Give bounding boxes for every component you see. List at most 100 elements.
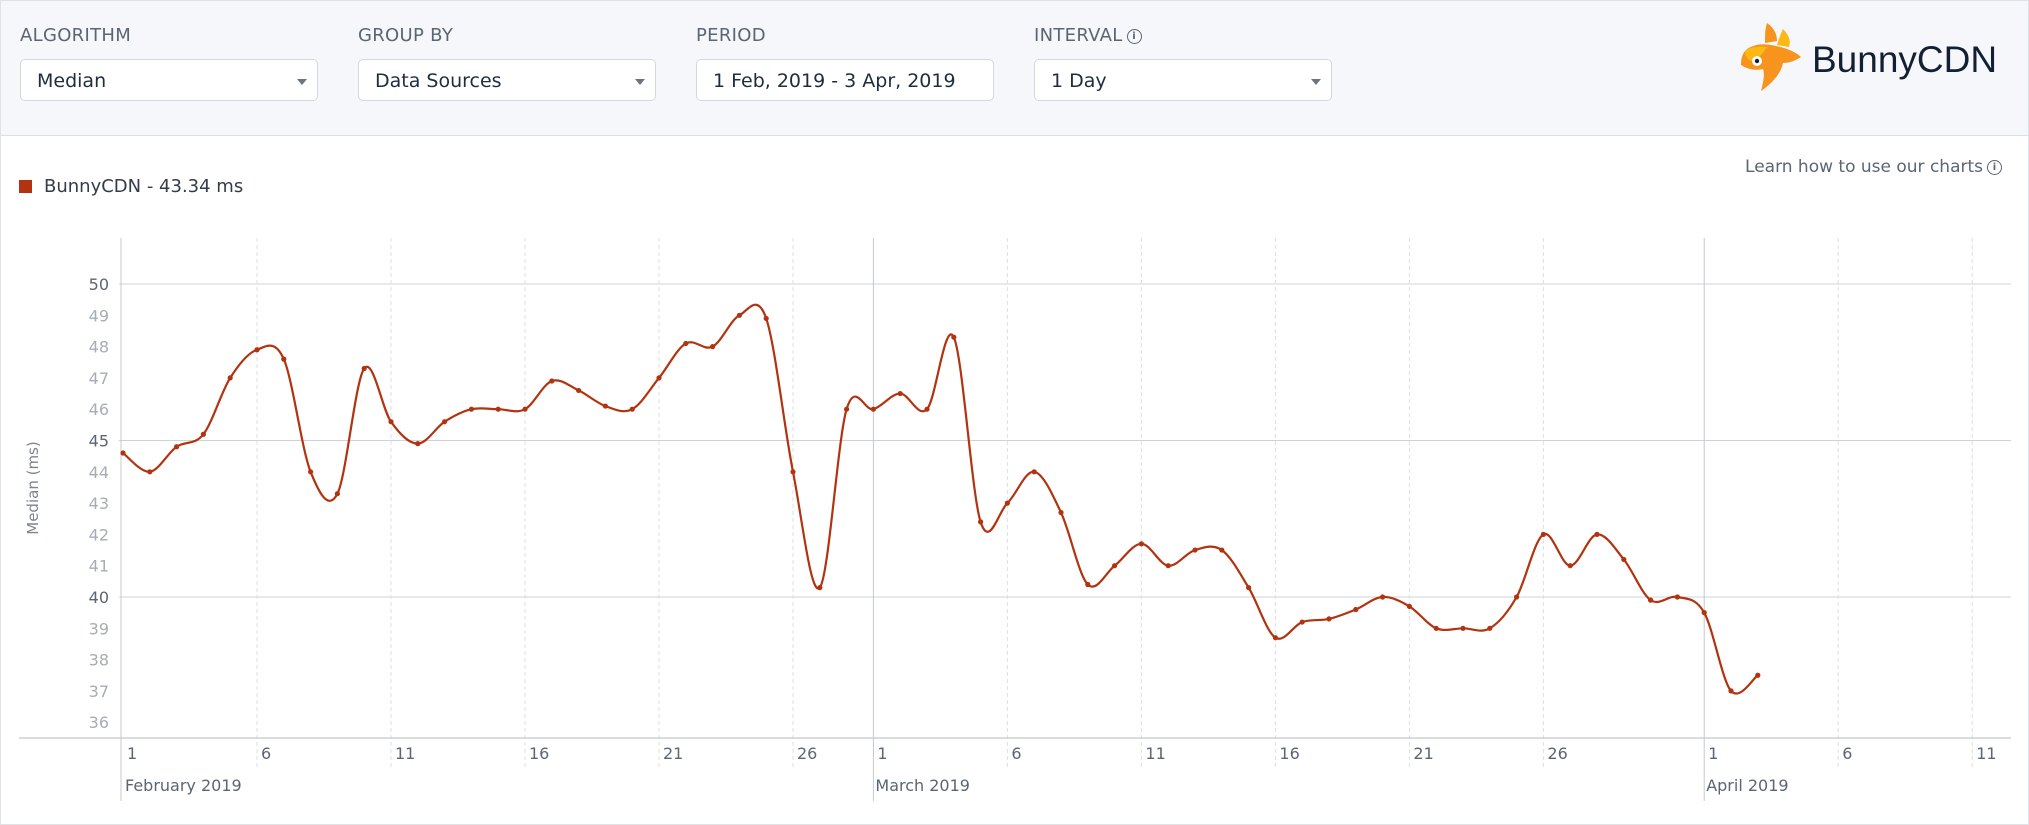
data-point[interactable] xyxy=(549,378,555,384)
data-point[interactable] xyxy=(1380,594,1386,600)
y-tick-label: 36 xyxy=(89,713,109,732)
data-point[interactable] xyxy=(1460,625,1466,631)
x-tick-label: 11 xyxy=(395,744,415,763)
group-by-value: Data Sources xyxy=(375,70,502,92)
interval-select[interactable]: 1 Day xyxy=(1034,59,1332,101)
data-point[interactable] xyxy=(1540,531,1546,538)
series xyxy=(122,303,1759,695)
data-point[interactable] xyxy=(1567,563,1573,569)
data-point[interactable] xyxy=(844,406,850,412)
data-point[interactable] xyxy=(281,356,287,362)
data-point[interactable] xyxy=(790,469,796,475)
legend-swatch xyxy=(19,180,32,193)
data-point[interactable] xyxy=(1594,531,1600,538)
data-point[interactable] xyxy=(254,347,260,353)
y-tick-label: 46 xyxy=(89,400,109,419)
y-tick-label: 44 xyxy=(89,463,109,482)
data-point[interactable] xyxy=(1755,672,1761,678)
data-point[interactable] xyxy=(1192,547,1198,553)
y-tick-label: 40 xyxy=(89,588,109,607)
chart-help-link[interactable]: Learn how to use our charts i xyxy=(1745,157,2002,177)
y-tick-label: 38 xyxy=(89,651,109,670)
data-point[interactable] xyxy=(1165,563,1171,569)
data-point[interactable] xyxy=(763,315,769,322)
data-point[interactable] xyxy=(1406,603,1412,609)
bunny-logo-icon xyxy=(1741,23,1801,91)
data-point[interactable] xyxy=(361,365,367,372)
brand-logo[interactable]: BunnyCDN xyxy=(1737,21,2017,93)
y-tick-label: 49 xyxy=(89,306,109,325)
data-point[interactable] xyxy=(897,390,903,397)
data-point[interactable] xyxy=(1701,610,1707,616)
data-point[interactable] xyxy=(1299,619,1305,625)
data-point[interactable] xyxy=(1112,563,1118,569)
y-tick-label: 43 xyxy=(89,494,109,513)
data-point[interactable] xyxy=(978,519,984,525)
y-tick-label: 50 xyxy=(89,275,109,294)
data-point[interactable] xyxy=(1728,688,1734,694)
y-tick-label: 42 xyxy=(89,525,109,544)
data-point[interactable] xyxy=(468,406,474,412)
period-value: 1 Feb, 2019 - 3 Apr, 2019 xyxy=(713,70,956,92)
data-point[interactable] xyxy=(1674,594,1680,600)
data-point[interactable] xyxy=(308,469,314,475)
data-point[interactable] xyxy=(1219,547,1225,553)
data-point[interactable] xyxy=(147,469,153,475)
chart-help-text: Learn how to use our charts xyxy=(1745,157,1983,177)
data-point[interactable] xyxy=(710,344,716,350)
data-point[interactable] xyxy=(1487,625,1493,631)
data-point[interactable] xyxy=(120,450,126,456)
group-by-label: GROUP BY xyxy=(358,25,454,46)
data-point[interactable] xyxy=(442,419,448,425)
data-point[interactable] xyxy=(1138,541,1144,547)
y-axis-label: Median (ms) xyxy=(24,441,42,534)
data-point[interactable] xyxy=(1326,616,1332,622)
data-point[interactable] xyxy=(924,406,930,412)
data-point[interactable] xyxy=(522,406,528,412)
data-point[interactable] xyxy=(200,431,206,437)
period-label: PERIOD xyxy=(696,25,766,46)
algorithm-select[interactable]: Median xyxy=(20,59,318,101)
x-tick-label: 6 xyxy=(1011,744,1021,763)
group-by-select[interactable]: Data Sources xyxy=(358,59,656,101)
month-label: April 2019 xyxy=(1706,776,1788,795)
data-point[interactable] xyxy=(1514,594,1520,600)
data-points[interactable] xyxy=(120,312,1761,694)
data-point[interactable] xyxy=(870,406,877,412)
x-tick-label: 1 xyxy=(877,744,887,763)
data-point[interactable] xyxy=(1085,581,1091,588)
data-point[interactable] xyxy=(951,334,957,340)
x-tick-label: 6 xyxy=(261,744,271,763)
data-point[interactable] xyxy=(683,340,689,347)
data-point[interactable] xyxy=(1648,597,1654,603)
chevron-down-icon xyxy=(635,79,645,85)
data-point[interactable] xyxy=(1004,500,1011,506)
info-icon[interactable]: i xyxy=(1126,29,1142,44)
chevron-down-icon xyxy=(297,79,307,85)
data-point[interactable] xyxy=(415,441,421,447)
data-point[interactable] xyxy=(1433,625,1439,631)
x-tick-label: 16 xyxy=(529,744,549,763)
data-point[interactable] xyxy=(602,403,609,409)
legend-entry: BunnyCDN - 43.34 ms xyxy=(44,176,244,197)
data-point[interactable] xyxy=(736,312,743,318)
period-input[interactable]: 1 Feb, 2019 - 3 Apr, 2019 xyxy=(696,59,994,101)
data-point[interactable] xyxy=(1031,469,1037,475)
data-point[interactable] xyxy=(388,419,394,425)
info-icon: i xyxy=(1987,160,2002,175)
data-point[interactable] xyxy=(1246,585,1252,591)
data-point[interactable] xyxy=(174,444,180,450)
data-point[interactable] xyxy=(1353,606,1359,613)
data-point[interactable] xyxy=(1272,635,1278,641)
data-point[interactable] xyxy=(656,375,662,381)
data-point[interactable] xyxy=(495,406,501,412)
data-point[interactable] xyxy=(1058,509,1064,516)
data-point[interactable] xyxy=(817,585,823,591)
data-point[interactable] xyxy=(227,375,233,381)
data-point[interactable] xyxy=(629,406,635,412)
data-point[interactable] xyxy=(334,491,340,497)
data-point[interactable] xyxy=(576,387,582,394)
data-point[interactable] xyxy=(1621,556,1627,563)
y-tick-label: 37 xyxy=(89,682,109,701)
